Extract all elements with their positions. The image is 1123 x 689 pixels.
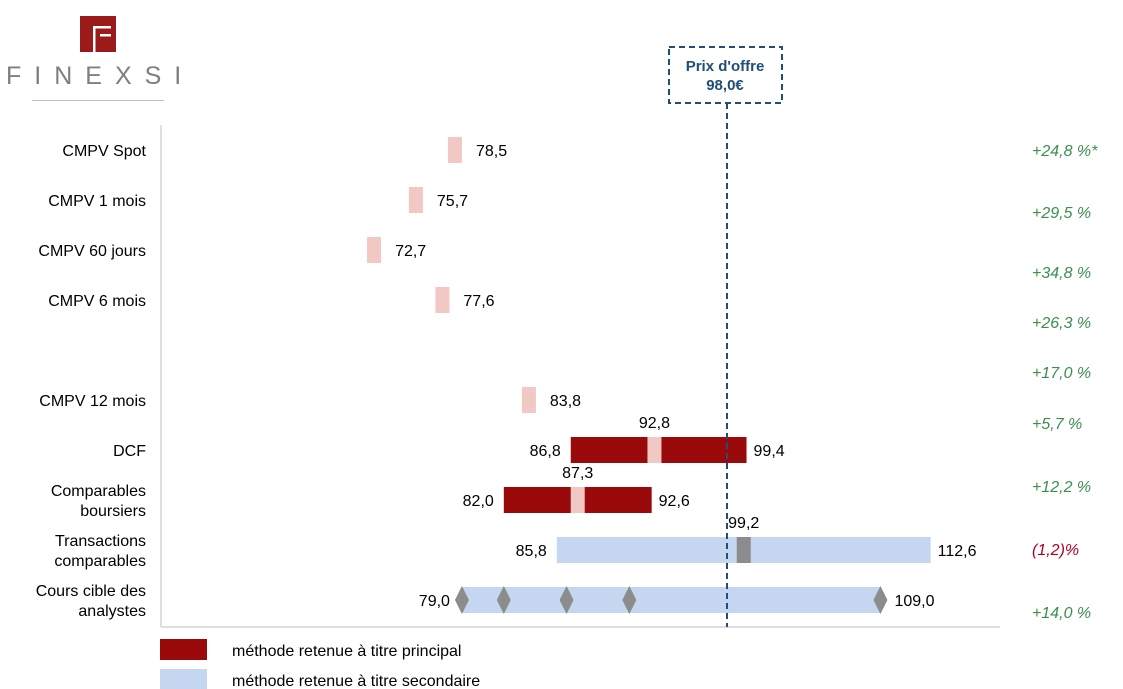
finexsi-logo-mark (80, 16, 116, 52)
premium-label: +24,8 %* (1032, 143, 1098, 160)
analyst-target-diamond (454, 586, 469, 614)
finexsi-logo-text: FINEXSI (6, 62, 195, 90)
category-label: Comparables boursiers (51, 483, 146, 520)
category-label: CMPV Spot (62, 143, 146, 160)
category-label: Transactions comparables (54, 533, 146, 570)
central-value-label: 99,2 (728, 515, 759, 532)
legend-label: méthode retenue à titre principal (232, 643, 461, 660)
premium-label: +26,3 % (1032, 315, 1091, 332)
legend-swatch (160, 639, 207, 660)
premium-label: +5,7 % (1032, 416, 1082, 433)
premium-label: +17,0 % (1032, 365, 1091, 382)
premium-label: (1,2)% (1032, 542, 1079, 559)
category-label: CMPV 6 mois (48, 293, 146, 310)
category-label: CMPV 12 mois (39, 393, 146, 410)
point-value-label: 83,8 (550, 393, 581, 410)
category-label: CMPV 1 mois (48, 193, 146, 210)
finexsi-logo: FINEXSI (0, 0, 190, 110)
analyst-target-diamond (873, 586, 888, 614)
analyst-target-diamond (559, 586, 574, 614)
offer-price-value: 98,0€ (706, 77, 744, 94)
category-label: DCF (113, 443, 146, 460)
legend-swatch (160, 669, 207, 689)
low-value-label: 82,0 (463, 493, 494, 510)
analyst-target-diamond (496, 586, 511, 614)
central-value-label: 87,3 (562, 465, 593, 482)
logo-underline (32, 100, 164, 101)
premium-label: +34,8 % (1032, 265, 1091, 282)
point-value-label: 78,5 (476, 143, 507, 160)
point-value-label: 77,6 (463, 293, 494, 310)
low-value-label: 79,0 (419, 593, 450, 610)
central-marker (647, 437, 662, 463)
legend-label: méthode retenue à titre secondaire (232, 673, 480, 689)
point-marker (435, 287, 450, 313)
high-value-label: 99,4 (754, 443, 785, 460)
category-label: Cours cible des analystes (36, 583, 146, 620)
analyst-target-diamond (622, 586, 637, 614)
premium-label: +29,5 % (1032, 205, 1091, 222)
category-label: CMPV 60 jours (38, 243, 146, 260)
low-value-label: 86,8 (530, 443, 561, 460)
point-marker (408, 187, 423, 213)
offer-price-title: Prix d'offre (686, 58, 765, 75)
point-marker (367, 237, 382, 263)
high-value-label: 112,6 (938, 543, 977, 560)
point-value-label: 72,7 (395, 243, 426, 260)
offer-price-box (668, 46, 783, 104)
premium-label: +14,0 % (1032, 605, 1091, 622)
point-value-label: 75,7 (437, 193, 468, 210)
range-bar (461, 587, 881, 613)
low-value-label: 85,8 (516, 543, 547, 560)
high-value-label: 109,0 (894, 593, 934, 610)
point-marker (521, 387, 536, 413)
point-marker (447, 137, 462, 163)
central-value-label: 92,8 (639, 415, 670, 432)
central-marker (570, 487, 585, 513)
central-marker (736, 537, 751, 563)
high-value-label: 92,6 (659, 493, 690, 510)
premium-label: +12,2 % (1032, 479, 1091, 496)
